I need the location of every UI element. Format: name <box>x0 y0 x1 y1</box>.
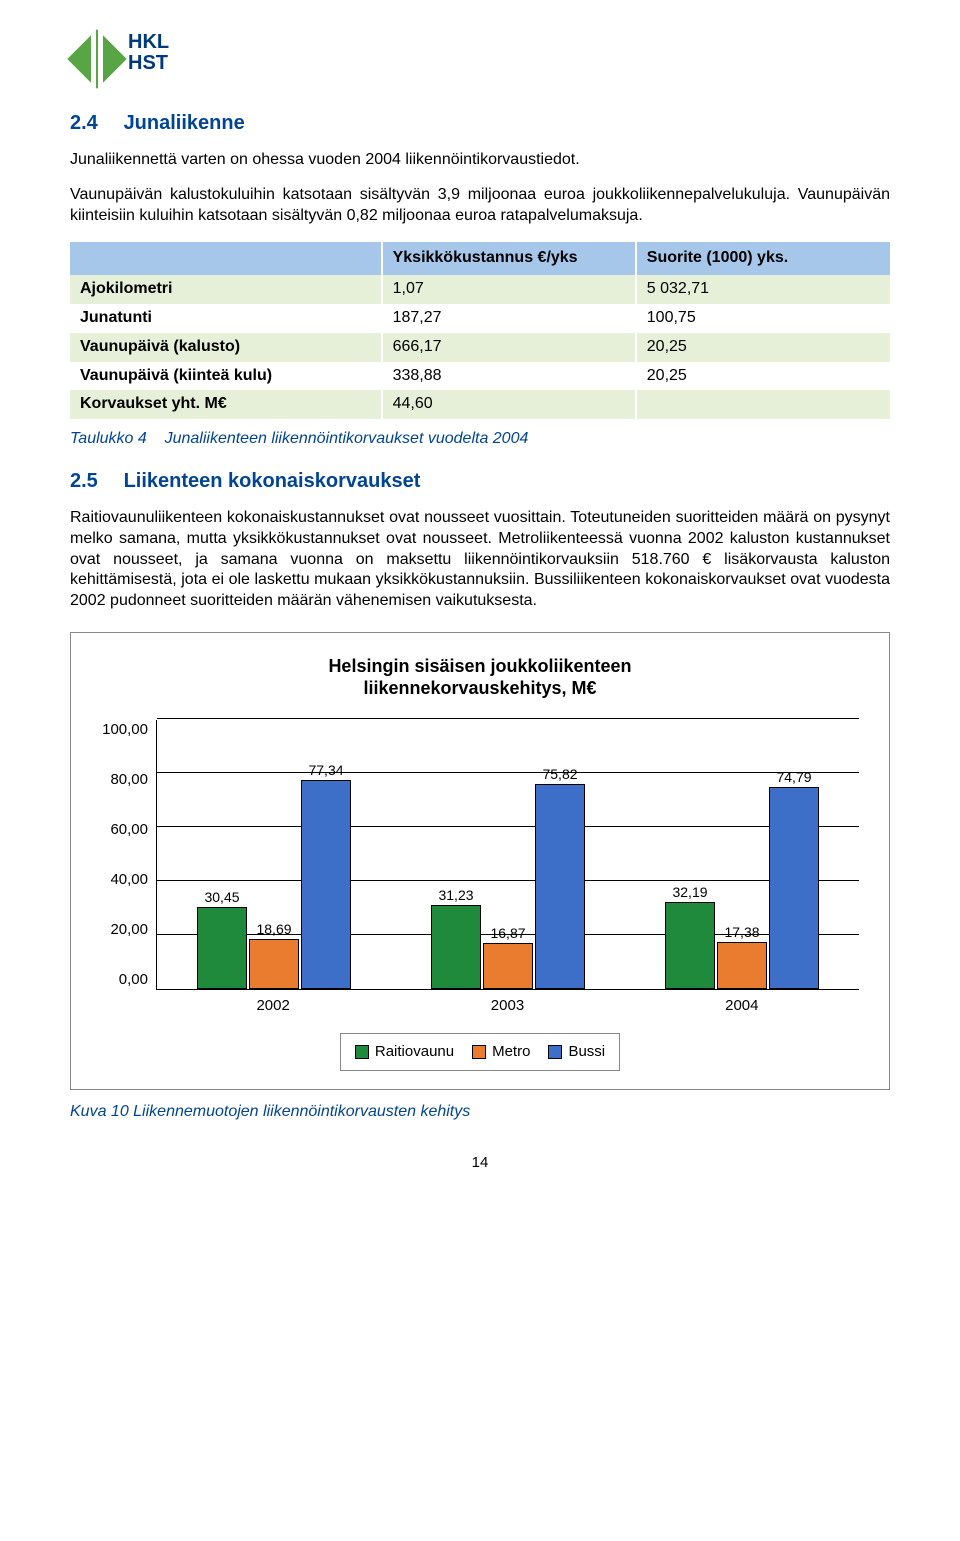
x-tick-label: 2003 <box>491 996 524 1016</box>
logo-line2: HST <box>128 52 168 74</box>
bar-value-label: 16,87 <box>490 924 525 942</box>
row-output: 100,75 <box>636 304 890 333</box>
bar: 74,79 <box>769 787 819 989</box>
section-2-5-heading: 2.5 Liikenteen kokonaiskorvaukset <box>70 468 890 494</box>
hkl-logo: HKL HST <box>70 30 170 90</box>
page-number: 14 <box>70 1153 890 1173</box>
y-tick-label: 0,00 <box>101 970 148 990</box>
row-output <box>636 390 890 419</box>
logo-line1: HKL <box>128 31 169 53</box>
row-label: Vaunupäivä (kiinteä kulu) <box>70 362 382 391</box>
bar: 77,34 <box>301 780 351 989</box>
bar: 16,87 <box>483 943 533 989</box>
legend-label: Bussi <box>568 1042 605 1062</box>
row-output: 20,25 <box>636 362 890 391</box>
row-unitcost: 1,07 <box>382 275 636 304</box>
bar-group: 30,4518,6977,34 <box>197 720 351 989</box>
th-output: Suorite (1000) yks. <box>636 242 890 275</box>
chart-title: Helsingin sisäisen joukkoliikenteen liik… <box>101 655 859 700</box>
bar-value-label: 75,82 <box>542 765 577 783</box>
legend-swatch-icon <box>548 1045 562 1059</box>
bar: 75,82 <box>535 784 585 989</box>
table-row: Ajokilometri1,075 032,71 <box>70 275 890 304</box>
y-tick-label: 40,00 <box>101 870 148 890</box>
legend-label: Metro <box>492 1042 530 1062</box>
bar: 18,69 <box>249 939 299 989</box>
row-label: Korvaukset yht. M€ <box>70 390 382 419</box>
legend-item: Bussi <box>548 1042 605 1062</box>
figure-caption: Kuva 10 Liikennemuotojen liikennöintikor… <box>70 1102 890 1123</box>
section-num: 2.4 <box>70 110 118 136</box>
section25-para: Raitiovaunuliikenteen kokonaiskustannuks… <box>70 508 890 612</box>
table-caption: Taulukko 4 Junaliikenteen liikennöintiko… <box>70 429 890 450</box>
bar: 31,23 <box>431 905 481 989</box>
y-axis: 0,00 20,00 40,00 60,00 80,00 100,00 <box>101 720 156 990</box>
x-tick-label: 2002 <box>256 996 289 1016</box>
caption-text: Junaliikenteen liikennöintikorvaukset vu… <box>165 430 529 447</box>
chart-title-line1: Helsingin sisäisen joukkoliikenteen <box>328 656 631 676</box>
row-output: 5 032,71 <box>636 275 890 304</box>
legend-label: Raitiovaunu <box>375 1042 454 1062</box>
row-unitcost: 187,27 <box>382 304 636 333</box>
bar: 30,45 <box>197 907 247 989</box>
bar-value-label: 17,38 <box>724 923 759 941</box>
section-title-text: Liikenteen kokonaiskorvaukset <box>124 470 421 492</box>
legend-swatch-icon <box>472 1045 486 1059</box>
row-unitcost: 44,60 <box>382 390 636 419</box>
table-row: Korvaukset yht. M€44,60 <box>70 390 890 419</box>
row-label: Ajokilometri <box>70 275 382 304</box>
bar-value-label: 74,79 <box>776 768 811 786</box>
section-title-text: Junaliikenne <box>124 112 245 134</box>
plot-area: 30,4518,6977,3431,2316,8775,8232,1917,38… <box>156 720 859 990</box>
table-row: Vaunupäivä (kalusto)666,1720,25 <box>70 333 890 362</box>
caption-label: Taulukko 4 <box>70 430 147 447</box>
section24-para2: Vaunupäivän kalustokuluihin katsotaan si… <box>70 185 890 227</box>
x-axis-labels: 2002 2003 2004 <box>156 990 859 1016</box>
y-tick-label: 60,00 <box>101 820 148 840</box>
th-empty <box>70 242 382 275</box>
bar-value-label: 31,23 <box>438 886 473 904</box>
x-tick-label: 2004 <box>725 996 758 1016</box>
th-unitcost: Yksikkökustannus €/yks <box>382 242 636 275</box>
bar: 32,19 <box>665 902 715 989</box>
section-2-4-heading: 2.4 Junaliikenne <box>70 110 890 136</box>
bar: 17,38 <box>717 942 767 989</box>
chart-legend: Raitiovaunu Metro Bussi <box>340 1033 620 1071</box>
row-unitcost: 338,88 <box>382 362 636 391</box>
y-tick-label: 80,00 <box>101 770 148 790</box>
gridline <box>157 718 859 719</box>
table-row: Vaunupäivä (kiinteä kulu)338,8820,25 <box>70 362 890 391</box>
section24-para1: Junaliikennettä varten on ohessa vuoden … <box>70 150 890 171</box>
cost-table: Yksikkökustannus €/yks Suorite (1000) yk… <box>70 242 890 419</box>
table-row: Junatunti187,27100,75 <box>70 304 890 333</box>
bar-value-label: 18,69 <box>256 920 291 938</box>
row-label: Vaunupäivä (kalusto) <box>70 333 382 362</box>
row-unitcost: 666,17 <box>382 333 636 362</box>
chart-plot: 0,0020,0040,0060,0080,00100,00 30,4518,6… <box>101 720 859 990</box>
legend-item: Metro <box>472 1042 530 1062</box>
row-output: 20,25 <box>636 333 890 362</box>
legend-item: Raitiovaunu <box>355 1042 454 1062</box>
y-tick-label: 20,00 <box>101 920 148 940</box>
bar-group: 32,1917,3874,79 <box>665 720 819 989</box>
bar-group: 31,2316,8775,82 <box>431 720 585 989</box>
row-label: Junatunti <box>70 304 382 333</box>
legend-swatch-icon <box>355 1045 369 1059</box>
bar-value-label: 77,34 <box>308 761 343 779</box>
y-tick-label: 100,00 <box>101 720 148 740</box>
chart-title-line2: liikennekorvauskehitys, M€ <box>363 678 596 698</box>
section-num: 2.5 <box>70 468 118 494</box>
chart-container: Helsingin sisäisen joukkoliikenteen liik… <box>70 632 890 1090</box>
bar-value-label: 32,19 <box>672 883 707 901</box>
logo-text: HKL HST <box>128 32 169 74</box>
bar-value-label: 30,45 <box>204 888 239 906</box>
logo-square-icon <box>67 29 126 88</box>
